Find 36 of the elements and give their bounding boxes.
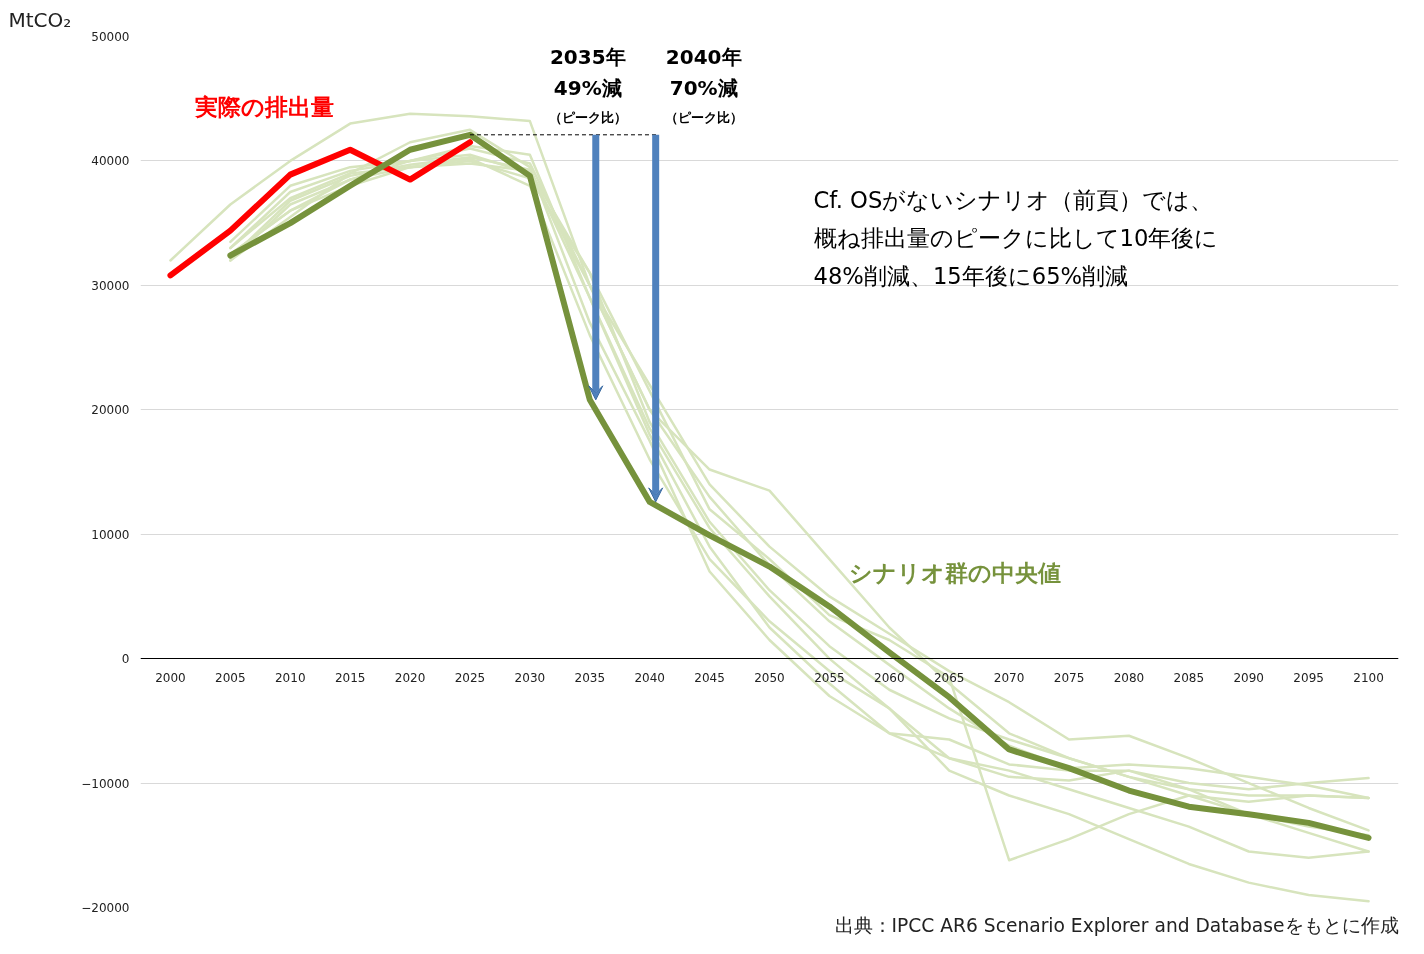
x-tick-label: 2060: [874, 670, 905, 685]
series-label: シナリオ群の中央値: [849, 560, 1062, 587]
x-tick-label: 2005: [215, 670, 246, 685]
x-tick-label: 2100: [1353, 670, 1384, 685]
x-tick-label: 2055: [814, 670, 845, 685]
y-tick-label: 40000: [91, 154, 130, 169]
y-tick-label: −20000: [81, 901, 130, 915]
x-tick-label: 2020: [394, 670, 426, 685]
x-tick-label: 2070: [993, 670, 1025, 685]
x-tick-label: 2065: [933, 670, 965, 685]
y-tick-label: 20000: [91, 403, 130, 418]
x-tick-label: 2010: [274, 670, 306, 685]
y-tick-label: 10000: [91, 527, 130, 542]
y-tick-label: 30000: [91, 278, 130, 293]
annotation: 2035年49%減（ピーク比）: [548, 44, 627, 125]
annotation: 2040年70%減（ピーク比）: [664, 44, 743, 125]
x-tick-label: 2080: [1113, 670, 1145, 685]
series-label: 実際の排出量: [194, 94, 335, 121]
y-axis-title: MtCO₂: [8, 7, 72, 32]
y-tick-label: −10000: [81, 776, 130, 791]
x-tick-label: 2045: [694, 670, 725, 685]
x-tick-label: 2040: [634, 670, 665, 685]
y-tick-label: 50000: [91, 30, 130, 44]
y-tick-label: 0: [121, 652, 130, 667]
x-tick-label: 2025: [454, 670, 486, 685]
x-tick-label: 2000: [155, 670, 186, 685]
x-tick-label: 2050: [754, 670, 785, 685]
x-tick-label: 2015: [334, 670, 366, 685]
source-note: 出典：IPCC AR6 Scenario Explorer and Databaseをもとに作成: [834, 914, 1399, 936]
x-tick-label: 2030: [514, 670, 546, 685]
x-tick-label: 2090: [1233, 670, 1265, 685]
x-tick-label: 2035: [574, 670, 606, 685]
x-tick-label: 2085: [1173, 670, 1205, 685]
x-tick-label: 2095: [1293, 670, 1324, 685]
annotation: Cf. OSがないシナリオ（前頁）では、概ね排出量のピークに比して10年後に48%削減、15年後に65%削減: [813, 186, 1219, 289]
x-tick-label: 2075: [1053, 670, 1085, 685]
